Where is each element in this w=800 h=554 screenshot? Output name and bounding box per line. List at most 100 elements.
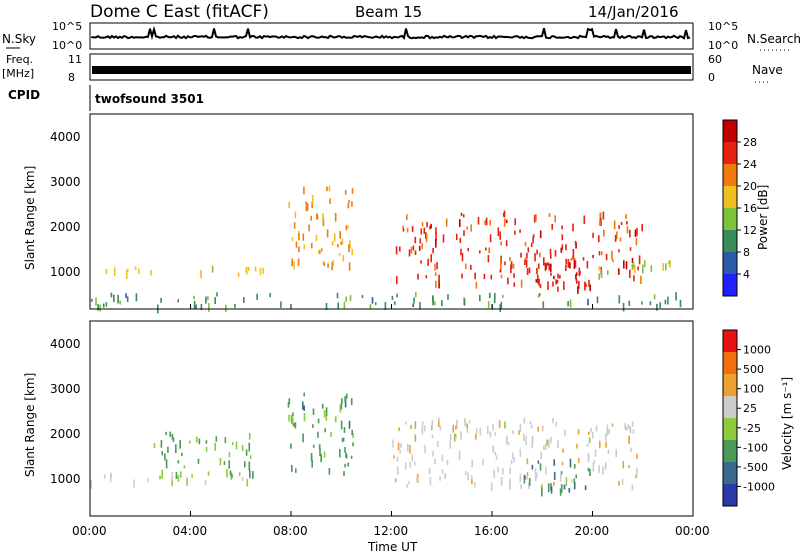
nsky-trace (91, 25, 691, 41)
heatmap-cell (102, 303, 105, 308)
heatmap-cell (303, 186, 305, 195)
heatmap-cell (409, 461, 411, 468)
heatmap-cell (177, 460, 180, 464)
heatmap-cell (456, 419, 458, 429)
heatmap-cell (280, 301, 282, 308)
heatmap-cell (306, 203, 309, 211)
heatmap-cell (369, 304, 372, 310)
heatmap-cell (618, 481, 620, 487)
heatmap-cell (593, 460, 595, 464)
heatmap-cell (432, 450, 434, 457)
heatmap-cell (506, 435, 508, 445)
heatmap-cell (557, 286, 559, 292)
heatmap-cell (640, 275, 642, 284)
heatmap-cell (458, 450, 461, 459)
heatmap-cell (565, 264, 567, 272)
colorbar-frame (722, 329, 738, 507)
heatmap-cell (205, 296, 207, 304)
heatmap-cell (557, 273, 559, 279)
heatmap-cell (105, 268, 108, 274)
heatmap-cell (599, 440, 601, 449)
heatmap-cell (397, 466, 399, 475)
heatmap-cell (420, 260, 422, 264)
heatmap-cell (423, 227, 426, 234)
heatmap-cell (479, 294, 481, 302)
heatmap-cell (438, 280, 440, 289)
heatmap-cell (622, 460, 625, 469)
heatmap-cell (328, 468, 331, 475)
heatmap-cell (537, 274, 539, 284)
heatmap-cell (541, 487, 543, 497)
heatmap-cell (498, 420, 501, 428)
heatmap-cell (561, 225, 563, 230)
heatmap-cell (464, 471, 467, 476)
heatmap-cell (311, 195, 314, 204)
heatmap-cell (629, 269, 631, 278)
nsky-tick-low: 10^0 (52, 39, 82, 52)
heatmap-cell (322, 217, 325, 227)
heatmap-cell (467, 248, 469, 252)
heatmap-cell (198, 438, 201, 445)
heatmap-cell (177, 299, 179, 303)
heatmap-cell (337, 244, 339, 248)
heatmap-cell (579, 270, 581, 275)
heatmap-cell (512, 263, 515, 269)
heatmap-cell (618, 249, 620, 253)
heatmap-cell (438, 274, 440, 284)
heatmap-cell (509, 481, 511, 490)
heatmap-cell (302, 401, 304, 410)
heatmap-cell (500, 477, 503, 486)
heatmap-cell (586, 260, 589, 269)
heatmap-cell (317, 431, 319, 438)
heatmap-cell (312, 444, 315, 448)
heatmap-cell (153, 443, 156, 448)
heatmap-cell (288, 201, 290, 209)
heatmap-cell (193, 301, 196, 309)
heatmap-cell (629, 229, 631, 238)
heatmap-cell (245, 449, 248, 456)
heatmap-cell (172, 437, 175, 443)
x-axis-label: Time UT (367, 540, 418, 554)
power-ytick-2000: 2000 (50, 220, 81, 234)
heatmap-cell (412, 303, 414, 308)
cpid-label: CPID (8, 88, 40, 102)
heatmap-cell (502, 468, 504, 475)
colorbar-tick-label: 4 (743, 268, 750, 281)
heatmap-cell (175, 444, 177, 454)
heatmap-cell (171, 471, 174, 481)
heatmap-cell (542, 301, 545, 308)
heatmap-cell (557, 440, 559, 448)
heatmap-cell (352, 442, 354, 447)
heatmap-cell (574, 260, 577, 268)
heatmap-cell (470, 224, 472, 232)
heatmap-cell (291, 258, 293, 267)
heatmap-cell (424, 444, 426, 454)
heatmap-cell (596, 296, 599, 304)
heatmap-cell (631, 258, 634, 264)
heatmap-cell (295, 468, 297, 473)
heatmap-cell (598, 235, 600, 243)
colorbar-tick-label: -500 (743, 461, 768, 474)
heatmap-cell (536, 249, 538, 255)
heatmap-cell (445, 218, 448, 227)
heatmap-cell (526, 252, 528, 259)
heatmap-cell (409, 445, 411, 454)
heatmap-cell (582, 257, 585, 261)
heatmap-cell (374, 302, 377, 306)
heatmap-cell (460, 431, 462, 440)
heatmap-cell (510, 261, 513, 269)
heatmap-cell (563, 281, 565, 290)
colorbar-tick-label: -25 (743, 422, 761, 435)
heatmap-cell (625, 261, 628, 270)
heatmap-cell (519, 448, 522, 457)
heatmap-cell (598, 251, 601, 256)
heatmap-cell (520, 484, 522, 489)
heatmap-cell (322, 213, 324, 222)
heatmap-cell (453, 433, 456, 442)
heatmap-cell (248, 442, 251, 452)
heatmap-cell (171, 433, 174, 440)
heatmap-cell (408, 249, 411, 257)
heatmap-cell (211, 265, 214, 273)
heatmap-cell (179, 439, 181, 449)
heatmap-cell (531, 436, 534, 443)
